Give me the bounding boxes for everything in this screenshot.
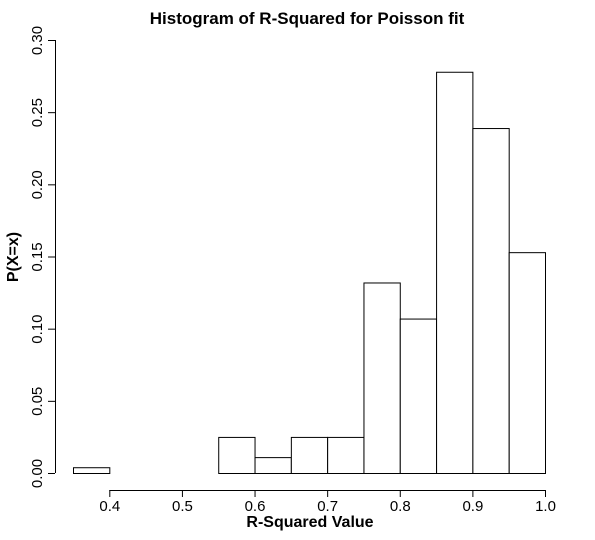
histogram-bar-0 bbox=[73, 467, 111, 474]
x-axis-title: R-Squared Value bbox=[246, 514, 373, 531]
x-tick-label-0: 0.4 bbox=[99, 498, 120, 515]
x-tick-label-5: 0.9 bbox=[462, 498, 483, 515]
y-tick-label-3: 0.15 bbox=[29, 242, 46, 271]
histogram-bar-6 bbox=[290, 436, 329, 474]
x-axis: 0.4 0.5 0.6 0.7 0.8 0.9 1.0 bbox=[99, 490, 556, 515]
x-tick-label-6: 1.0 bbox=[535, 498, 556, 515]
x-tick-label-2: 0.6 bbox=[245, 498, 266, 515]
histogram-bar-10 bbox=[436, 71, 474, 475]
histogram-bar-9 bbox=[399, 318, 438, 474]
y-tick-label-5: 0.25 bbox=[29, 98, 46, 127]
x-tick-label-1: 0.5 bbox=[172, 498, 193, 515]
histogram-bar-11 bbox=[472, 128, 510, 474]
histogram-bar-4 bbox=[218, 436, 256, 474]
bars-group bbox=[73, 71, 547, 475]
y-axis-title: P(X=x) bbox=[5, 232, 22, 282]
chart-title: Histogram of R-Squared for Poisson fit bbox=[150, 9, 465, 28]
x-tick-label-3: 0.7 bbox=[317, 498, 338, 515]
y-tick-label-4: 0.20 bbox=[29, 170, 46, 199]
histogram-bar-8 bbox=[363, 282, 401, 475]
x-tick-label-4: 0.8 bbox=[390, 498, 411, 515]
histogram-bar-12 bbox=[508, 252, 547, 474]
y-tick-label-1: 0.05 bbox=[29, 387, 46, 416]
y-axis: 0.00 0.05 0.10 0.15 0.20 0.25 0.30 bbox=[29, 26, 56, 488]
y-tick-label-0: 0.00 bbox=[29, 459, 46, 488]
y-tick-label-2: 0.10 bbox=[29, 315, 46, 344]
y-tick-label-6: 0.30 bbox=[29, 26, 46, 55]
histogram-bar-5 bbox=[254, 457, 292, 474]
histogram-bar-7 bbox=[327, 436, 365, 474]
